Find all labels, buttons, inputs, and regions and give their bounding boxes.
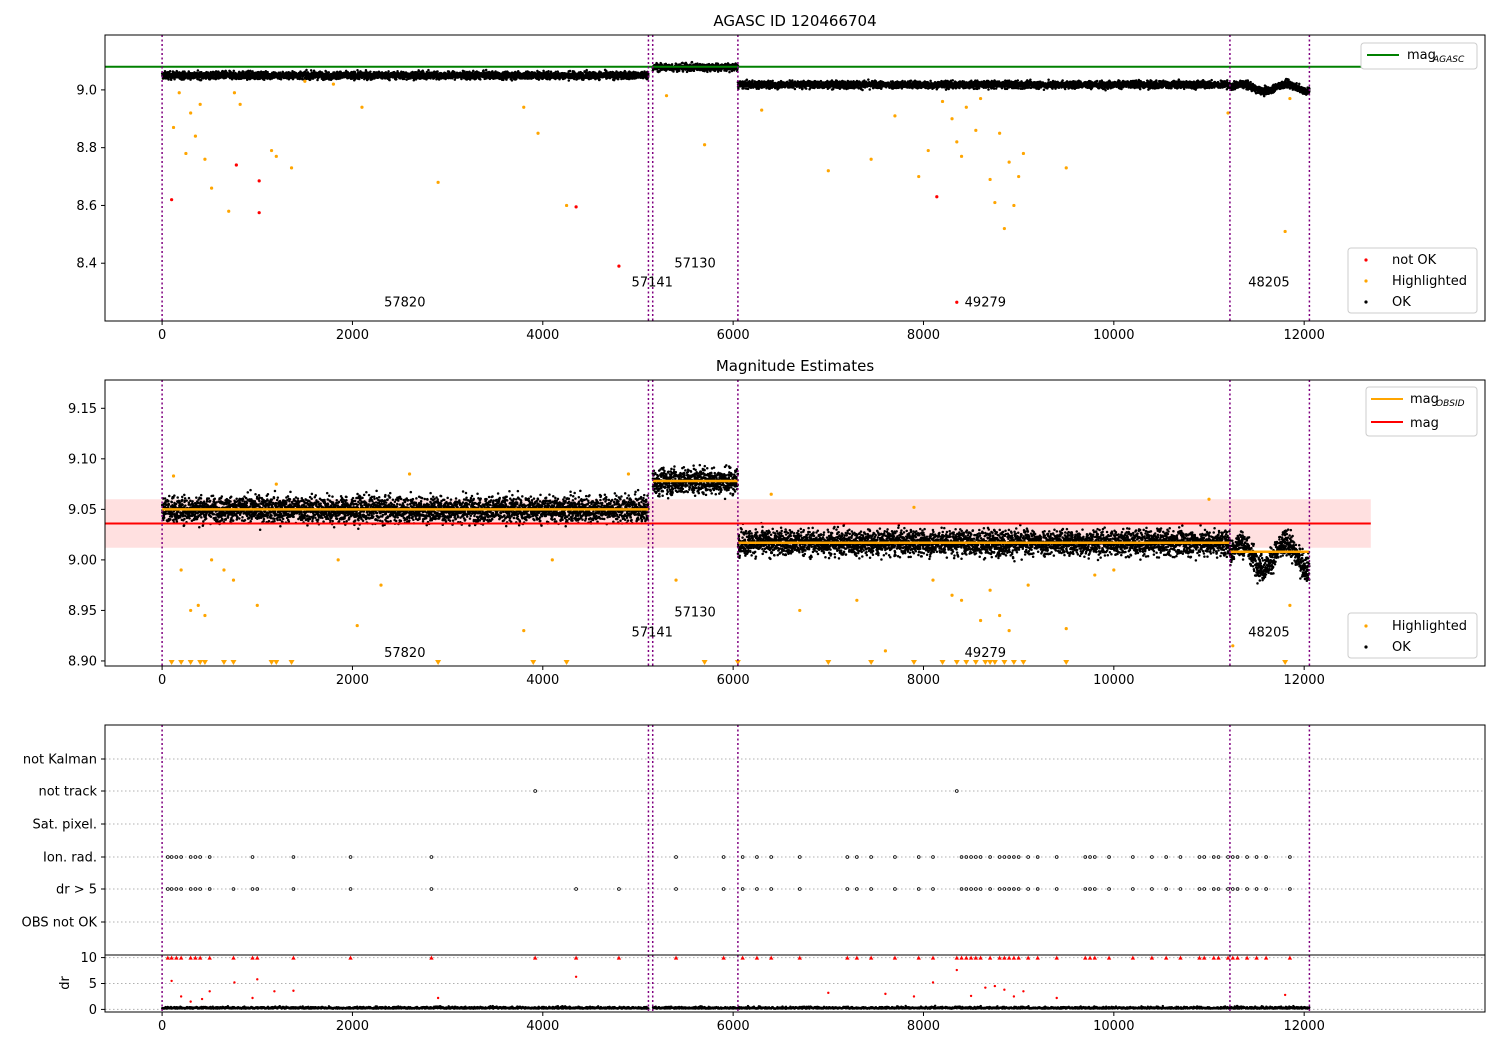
ok-point xyxy=(751,79,754,82)
ok-point xyxy=(567,79,571,82)
ok-point xyxy=(369,70,372,73)
ok-point xyxy=(537,78,541,81)
panel-agasc-title: AGASC ID 120466704 xyxy=(713,12,876,30)
ok-point xyxy=(417,70,421,73)
ok-point xyxy=(238,71,241,74)
ok-point xyxy=(690,60,694,64)
ok-point xyxy=(305,68,308,72)
ok-point xyxy=(472,69,475,73)
ok-point xyxy=(510,79,514,82)
ok-point xyxy=(745,78,749,81)
ok-point xyxy=(757,87,761,90)
ok-point xyxy=(232,69,236,73)
ok-point xyxy=(447,70,451,73)
ok-point xyxy=(728,70,731,74)
ok-point xyxy=(436,70,439,73)
ok-point xyxy=(479,78,482,81)
ok-point xyxy=(678,69,681,72)
panel-agasc: AGASC ID 120466704 578205714157130492794… xyxy=(76,12,1486,343)
ok-point xyxy=(568,69,572,73)
ok-point xyxy=(182,78,185,81)
ok-point xyxy=(279,77,283,81)
ok-point xyxy=(167,78,170,81)
ok-point xyxy=(388,78,391,82)
ok-point xyxy=(502,78,505,82)
ok-point xyxy=(547,69,550,73)
ok-point xyxy=(169,78,173,81)
ok-point xyxy=(672,70,675,73)
ok-point xyxy=(681,70,685,73)
ok-point xyxy=(327,71,331,74)
ok-point xyxy=(189,78,192,81)
ok-point xyxy=(251,70,254,73)
ok-point xyxy=(266,70,269,74)
ok-point xyxy=(585,68,588,72)
ok-point xyxy=(173,78,176,81)
ok-point xyxy=(546,77,549,81)
ok-point xyxy=(196,69,200,72)
ok-point xyxy=(484,68,488,72)
ok-point xyxy=(199,78,203,82)
ok-point xyxy=(395,77,398,81)
ok-point xyxy=(168,69,172,73)
ok-point xyxy=(387,70,390,73)
ok-point xyxy=(598,78,601,81)
ok-point xyxy=(427,68,430,72)
ok-point xyxy=(771,79,774,83)
ok-point xyxy=(249,69,252,73)
ok-point xyxy=(309,69,313,72)
